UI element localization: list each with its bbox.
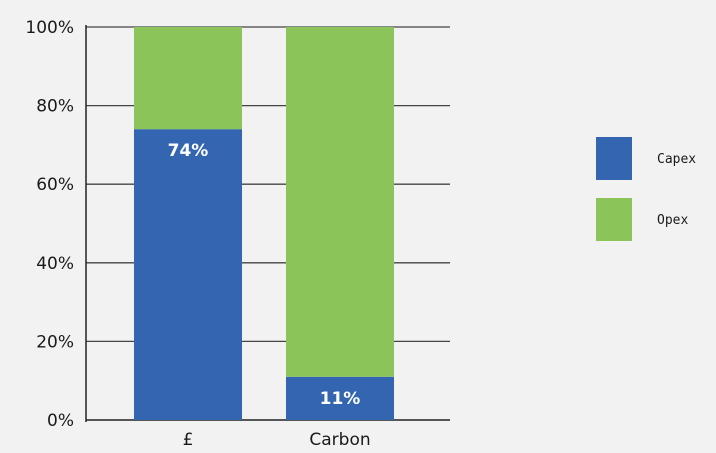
y-tick-label: 80%: [36, 97, 74, 117]
y-tick-label: 60%: [36, 175, 74, 195]
y-axis-ticks: 0% 20% 40% 60% 80% 100%: [25, 18, 74, 431]
data-label: 11%: [320, 389, 361, 409]
y-tick-label: 20%: [36, 332, 74, 352]
bar-segment-opex: [286, 27, 394, 377]
bars: 74% 11%: [134, 27, 394, 420]
legend-swatch-opex: [596, 198, 632, 241]
bar-segment-capex: [134, 129, 242, 420]
bar-segment-capex: [286, 376, 394, 420]
x-category-label: £: [183, 430, 194, 450]
bar-segment-opex: [134, 27, 242, 130]
legend-label: Opex: [657, 213, 688, 228]
x-category-label: Carbon: [309, 430, 370, 450]
legend-swatch-capex: [596, 137, 632, 180]
y-tick-label: 0%: [47, 411, 74, 431]
y-tick-label: 100%: [25, 18, 74, 38]
data-label: 74%: [168, 141, 209, 161]
x-axis-categories: £ Carbon: [183, 430, 371, 450]
legend: Capex Opex: [596, 137, 696, 241]
y-tick-label: 40%: [36, 254, 74, 274]
legend-label: Capex: [657, 152, 696, 167]
